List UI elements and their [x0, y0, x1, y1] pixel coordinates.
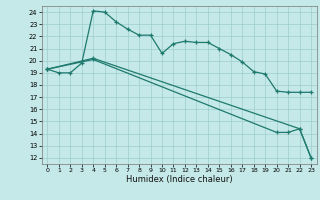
X-axis label: Humidex (Indice chaleur): Humidex (Indice chaleur): [126, 175, 233, 184]
